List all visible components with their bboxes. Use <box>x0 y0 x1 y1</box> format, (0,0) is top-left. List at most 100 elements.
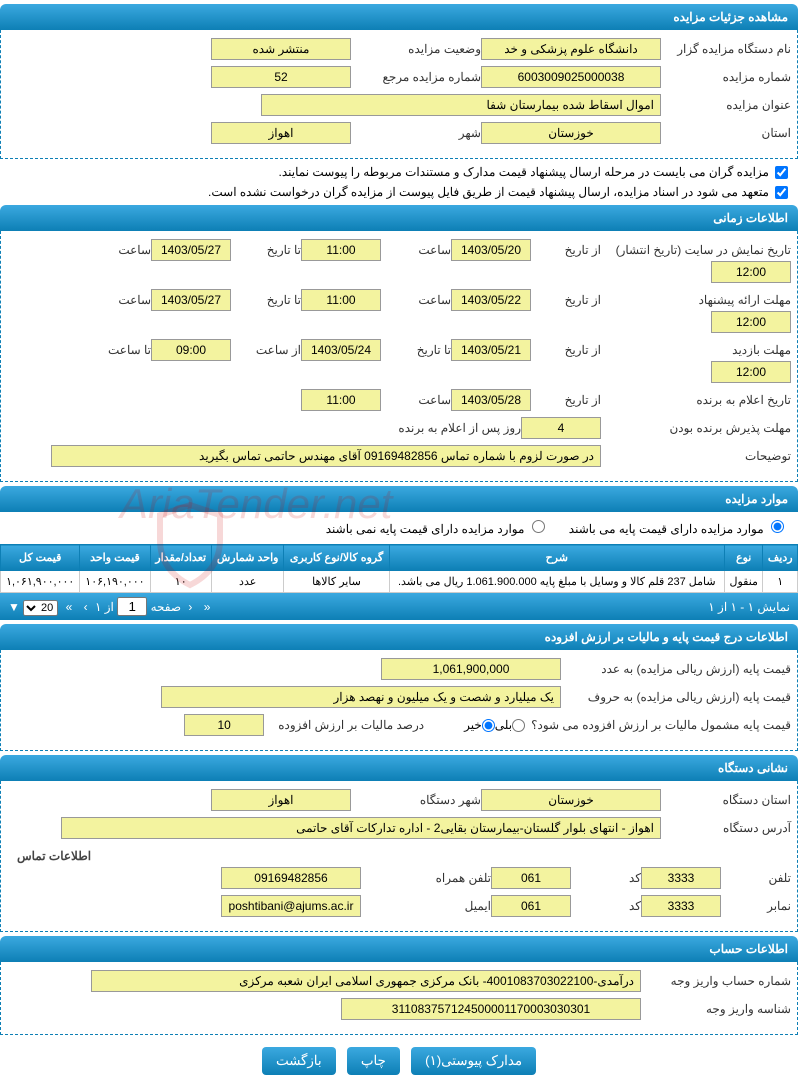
base-num-label: قیمت پایه (ارزش ریالی مزایده) به عدد <box>561 662 791 676</box>
checkbox-attach-docs[interactable] <box>775 166 788 179</box>
publish-to: 1403/05/27 <box>151 239 231 261</box>
org-province-label: استان دستگاه <box>661 793 791 807</box>
pager-next-icon[interactable]: › <box>80 600 92 614</box>
table-cell: منقول <box>724 571 762 593</box>
section-header-account: اطلاعات حساب <box>0 936 798 962</box>
to-hour-label: تا ساعت <box>81 343 151 357</box>
fax-value: 3333 <box>641 895 721 917</box>
accept-days: 4 <box>521 417 601 439</box>
tel-label: تلفن <box>721 871 791 885</box>
acc-label: شماره حساب واریز وجه <box>641 974 791 988</box>
pager-last-icon[interactable]: » <box>62 600 77 614</box>
checkbox-no-file-request-label: متعهد می شود در اسناد مزایده، ارسال پیشن… <box>208 185 769 199</box>
radio-no-base[interactable] <box>532 520 545 533</box>
code-label-2: کد <box>571 899 641 913</box>
org-value: دانشگاه علوم پزشکی و خد <box>481 38 661 60</box>
back-button[interactable]: بازگشت <box>262 1047 336 1075</box>
paginator: نمایش ۱ - ۱ از ۱ « ‹ صفحه از ۱ › » 20 ▼ <box>0 593 798 620</box>
to-label-3: تا تاریخ <box>381 343 451 357</box>
fax-code: 061 <box>491 895 571 917</box>
org-city-value: اهواز <box>211 789 351 811</box>
deadline-to: 1403/05/27 <box>151 289 231 311</box>
tel-value: 3333 <box>641 867 721 889</box>
org-city-label: شهر دستگاه <box>351 793 481 807</box>
visit-to: 1403/05/24 <box>301 339 381 361</box>
checkbox-no-file-request[interactable] <box>775 186 788 199</box>
table-cell: ۱ <box>763 571 798 593</box>
radio-vat-yes[interactable] <box>512 719 525 732</box>
radio-vat-no[interactable] <box>482 719 495 732</box>
table-header-cell: شرح <box>389 545 724 571</box>
section-header-details: مشاهده جزئیات مزایده <box>0 4 798 30</box>
tel-code: 061 <box>491 867 571 889</box>
deadline-label: مهلت ارائه پیشنهاد <box>601 293 791 307</box>
to-label: تا تاریخ <box>231 243 301 257</box>
vat-no-label: خیر <box>464 718 482 732</box>
publish-from-h: 11:00 <box>301 239 381 261</box>
mobile-value: 09169482856 <box>221 867 361 889</box>
table-cell: شامل 237 قلم کالا و وسایل با مبلغ پایه 1… <box>389 571 724 593</box>
visit-from: 1403/05/21 <box>451 339 531 361</box>
to-label-2: تا تاریخ <box>231 293 301 307</box>
table-cell: ۱,۰۶۱,۹۰۰,۰۰۰ <box>1 571 80 593</box>
table-header-cell: گروه کالا/نوع کاربری <box>284 545 389 571</box>
table-cell: ۱۰۶,۱۹۰,۰۰۰ <box>80 571 150 593</box>
items-table: ردیفنوعشرحگروه کالا/نوع کاربریواحد شمارش… <box>0 544 798 593</box>
notes-value: در صورت لزوم با شماره تماس 09169482856 آ… <box>51 445 601 467</box>
radio-has-base[interactable] <box>771 520 784 533</box>
winner-h: 11:00 <box>301 389 381 411</box>
attachments-button[interactable]: مدارک پیوستی(۱) <box>411 1047 536 1075</box>
section-body-timing: تاریخ نمایش در سایت (تاریخ انتشار) از تا… <box>0 231 798 482</box>
from-label-3: از تاریخ <box>531 343 601 357</box>
table-cell: سایر کالاها <box>284 571 389 593</box>
winner-date: 1403/05/28 <box>451 389 531 411</box>
pager-page-input[interactable] <box>117 597 147 616</box>
status-value: منتشر شده <box>211 38 351 60</box>
section-body-pricing: قیمت پایه (ارزش ریالی مزایده) به عدد 1,0… <box>0 650 798 751</box>
section-body-details: نام دستگاه مزایده گزار دانشگاه علوم پزشک… <box>0 30 798 159</box>
title-label: عنوان مزایده <box>661 98 791 112</box>
section-header-org: نشانی دستگاه <box>0 755 798 781</box>
deadline-from: 1403/05/22 <box>451 289 531 311</box>
auction-no-value: 6003009025000038 <box>481 66 661 88</box>
table-header-cell: قیمت واحد <box>80 545 150 571</box>
pager-prev-icon[interactable]: ‹ <box>184 600 196 614</box>
from-label-2: از تاریخ <box>531 293 601 307</box>
radio-has-base-label: موارد مزایده دارای قیمت پایه می باشند <box>569 522 764 536</box>
section-body-org: استان دستگاه خوزستان شهر دستگاه اهواز آد… <box>0 781 798 932</box>
base-text-value: یک میلیارد و شصت و یک میلیون و نهصد هزار <box>161 686 561 708</box>
vat-yes-label: بلی <box>495 718 512 732</box>
notes-label: توضیحات <box>601 449 791 463</box>
section-header-items: موارد مزایده <box>0 486 798 512</box>
table-header-cell: تعداد/مقدار <box>150 545 211 571</box>
city-value: اهواز <box>211 122 351 144</box>
base-text-label: قیمت پایه (ارزش ریالی مزایده) به حروف <box>561 690 791 704</box>
org-province-value: خوزستان <box>481 789 661 811</box>
pager-first-icon[interactable]: « <box>200 600 215 614</box>
section-header-pricing: اطلاعات درج قیمت پایه و مالیات بر ارزش ا… <box>0 624 798 650</box>
from-label: از تاریخ <box>531 243 601 257</box>
table-cell: ۱۰ <box>150 571 211 593</box>
email-label: ایمیل <box>361 899 491 913</box>
vat-pct-value: 10 <box>184 714 264 736</box>
accept-suffix: روز پس از اعلام به برنده <box>371 421 521 435</box>
hour-label: ساعت <box>381 243 451 257</box>
title-value: اموال اسقاط شده بیمارستان شفا <box>261 94 661 116</box>
table-cell: عدد <box>211 571 284 593</box>
email-value: poshtibani@ajums.ac.ir <box>221 895 361 917</box>
section-body-account: شماره حساب واریز وجه درآمدی-400108370302… <box>0 962 798 1035</box>
id-label: شناسه واریز وجه <box>641 1002 791 1016</box>
deadline-to-h: 12:00 <box>711 311 791 333</box>
table-header-cell: ردیف <box>763 545 798 571</box>
from-label-4: از تاریخ <box>531 393 601 407</box>
pager-of: از ۱ <box>95 600 114 614</box>
vat-q: قیمت پایه مشمول مالیات بر ارزش افزوده می… <box>525 718 791 732</box>
org-addr-value: اهواز - انتهای بلوار گلستان-بیمارستان بق… <box>61 817 661 839</box>
ref-no-label: شماره مزایده مرجع <box>351 70 481 84</box>
hour-label-5: ساعت <box>381 393 451 407</box>
pager-size-select[interactable]: 20 <box>23 600 58 616</box>
id-value: 311083757124500001170003030301 <box>341 998 641 1020</box>
print-button[interactable]: چاپ <box>347 1047 400 1075</box>
org-addr-label: آدرس دستگاه <box>661 821 791 835</box>
visit-to-h: 12:00 <box>711 361 791 383</box>
